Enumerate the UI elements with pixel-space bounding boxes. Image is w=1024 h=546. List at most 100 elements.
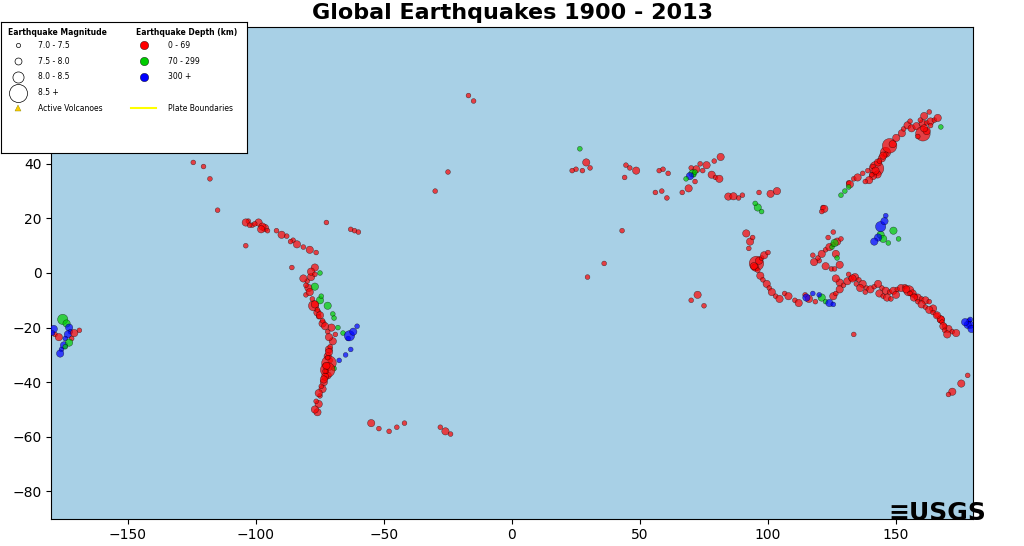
Point xyxy=(916,111,933,120)
Point xyxy=(242,221,258,230)
Point xyxy=(923,117,939,126)
Point xyxy=(914,129,931,138)
Point xyxy=(659,169,676,178)
Point xyxy=(307,270,324,278)
Point xyxy=(913,295,930,304)
Point xyxy=(936,322,952,331)
Point xyxy=(878,148,894,157)
Point xyxy=(94,125,111,134)
Point xyxy=(833,235,849,244)
Point xyxy=(825,240,842,249)
Point xyxy=(440,168,457,176)
Point xyxy=(62,327,79,336)
Point xyxy=(829,253,846,263)
Point xyxy=(318,367,335,376)
Point xyxy=(103,128,120,136)
Point xyxy=(827,250,844,258)
Point xyxy=(52,349,69,358)
Point xyxy=(874,235,891,244)
Point xyxy=(689,290,706,299)
Point xyxy=(878,286,894,295)
Point xyxy=(725,192,741,200)
Point xyxy=(578,158,594,167)
Point xyxy=(916,124,933,133)
Point xyxy=(318,361,335,370)
Point xyxy=(324,323,340,332)
Point xyxy=(85,122,101,131)
Point xyxy=(298,290,314,299)
Point xyxy=(813,293,829,302)
Point xyxy=(909,297,926,306)
Point xyxy=(940,324,956,333)
Point xyxy=(318,218,335,227)
Point xyxy=(309,408,326,417)
Point xyxy=(738,229,755,238)
Point xyxy=(567,165,584,174)
Point xyxy=(817,246,834,254)
Point xyxy=(209,206,225,215)
Point xyxy=(817,262,834,271)
Point xyxy=(437,427,454,436)
Point xyxy=(780,292,797,300)
Point xyxy=(751,188,767,197)
Point xyxy=(869,170,886,179)
Point xyxy=(786,296,803,305)
Point xyxy=(692,159,709,168)
Point xyxy=(730,193,746,202)
Point xyxy=(829,237,846,246)
Point xyxy=(564,166,581,175)
Point xyxy=(848,280,864,288)
Point xyxy=(317,367,334,376)
Point xyxy=(902,289,919,298)
Point xyxy=(857,288,873,296)
Point xyxy=(311,296,328,305)
Point xyxy=(89,124,105,133)
Point xyxy=(805,289,821,298)
Point xyxy=(925,308,941,317)
Point xyxy=(301,246,317,254)
Point xyxy=(315,378,332,387)
Point xyxy=(929,311,945,320)
Point xyxy=(311,311,328,320)
Point xyxy=(748,263,764,272)
Point xyxy=(69,124,85,133)
Point xyxy=(919,127,935,135)
Point xyxy=(880,239,897,247)
Point xyxy=(651,166,668,175)
Point xyxy=(918,302,934,311)
Point xyxy=(106,110,123,119)
Point xyxy=(321,333,337,342)
Point xyxy=(131,105,147,114)
Point xyxy=(933,315,949,324)
Point xyxy=(350,228,367,236)
Point xyxy=(878,150,894,158)
Point xyxy=(47,330,63,339)
Point xyxy=(810,253,826,263)
Point xyxy=(49,128,66,136)
Point xyxy=(901,286,918,295)
Point xyxy=(628,166,644,175)
Point xyxy=(866,237,883,246)
Point xyxy=(776,289,793,298)
Point xyxy=(841,182,857,192)
Point xyxy=(764,288,780,296)
Point xyxy=(313,292,330,300)
Point xyxy=(582,164,598,173)
Point xyxy=(963,321,979,329)
Point xyxy=(930,114,946,122)
Point xyxy=(944,388,961,396)
Point xyxy=(247,219,263,228)
Point xyxy=(325,310,341,318)
Point xyxy=(833,191,849,200)
Point xyxy=(319,371,336,380)
Point xyxy=(314,317,331,325)
Point xyxy=(925,304,941,313)
Point xyxy=(801,295,817,304)
Point xyxy=(831,285,848,294)
Point xyxy=(846,330,862,339)
Point xyxy=(840,277,856,286)
Point xyxy=(754,207,770,216)
Point xyxy=(48,128,65,136)
Point xyxy=(898,285,914,294)
Text: Earthquake Magnitude: Earthquake Magnitude xyxy=(8,28,108,37)
